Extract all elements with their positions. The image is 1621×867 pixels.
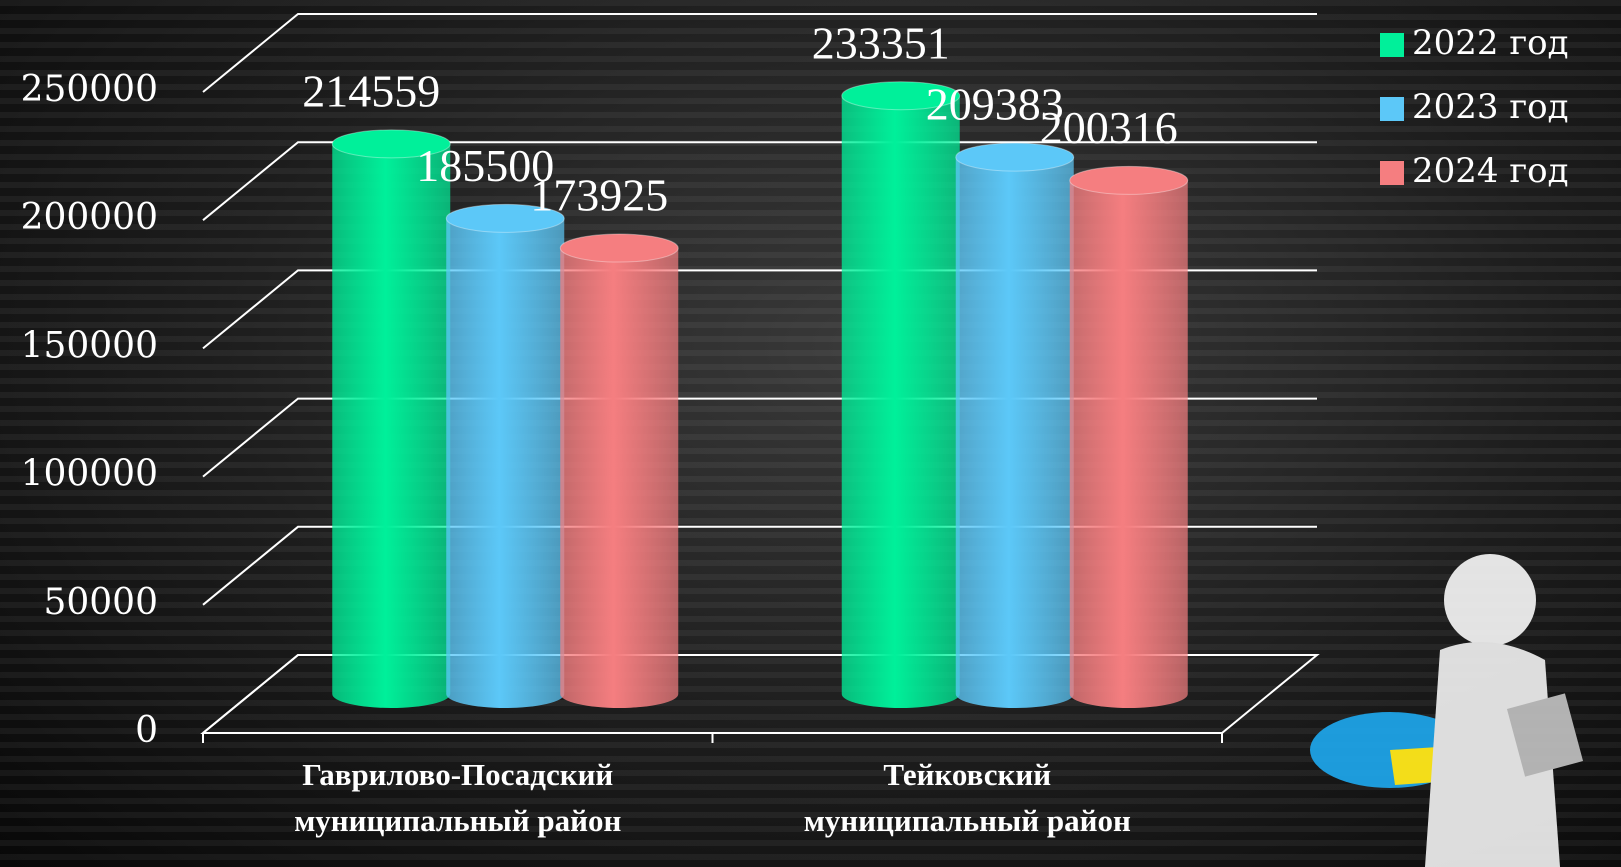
cylinder-body	[1070, 180, 1188, 708]
value-label: 200316	[1040, 102, 1178, 153]
y-tick-label: 250000	[21, 69, 158, 110]
illustration	[1310, 554, 1583, 867]
legend-label: 2023 год	[1412, 87, 1569, 127]
cylinder-body	[332, 144, 450, 708]
cylinder-body	[842, 96, 960, 708]
cylinder	[842, 82, 960, 708]
value-label: 173925	[530, 170, 668, 221]
cylinder	[332, 130, 450, 708]
cylinder-body	[956, 157, 1074, 708]
legend-label: 2022 год	[1412, 23, 1569, 63]
cylinder	[446, 204, 564, 708]
y-tick-label: 100000	[21, 454, 158, 495]
value-label: 233351	[812, 17, 950, 68]
value-label: 214559	[302, 65, 440, 116]
legend-swatch	[1380, 161, 1404, 185]
cylinder-top	[560, 234, 678, 262]
y-tick-label: 200000	[21, 197, 158, 238]
y-tick-label: 0	[135, 710, 158, 751]
y-tick-label: 50000	[43, 582, 158, 623]
x-tick-label: Гаврилово-Посадский муниципальный район	[218, 752, 698, 844]
cylinder-body	[446, 218, 564, 708]
legend-label: 2024 год	[1412, 151, 1569, 191]
page: 0500001000001500002000002500002145591855…	[0, 0, 1621, 867]
cylinder	[1070, 166, 1188, 708]
x-tick-label: Тейковский муниципальный район	[727, 752, 1207, 844]
cylinder	[560, 234, 678, 708]
chart: 0500001000001500002000002500002145591855…	[0, 0, 1621, 867]
y-tick-label: 150000	[21, 325, 158, 366]
legend-swatch	[1380, 33, 1404, 57]
cylinder-top	[1070, 166, 1188, 194]
cylinder	[956, 143, 1074, 708]
cylinder-body	[560, 248, 678, 708]
legend-swatch	[1380, 97, 1404, 121]
